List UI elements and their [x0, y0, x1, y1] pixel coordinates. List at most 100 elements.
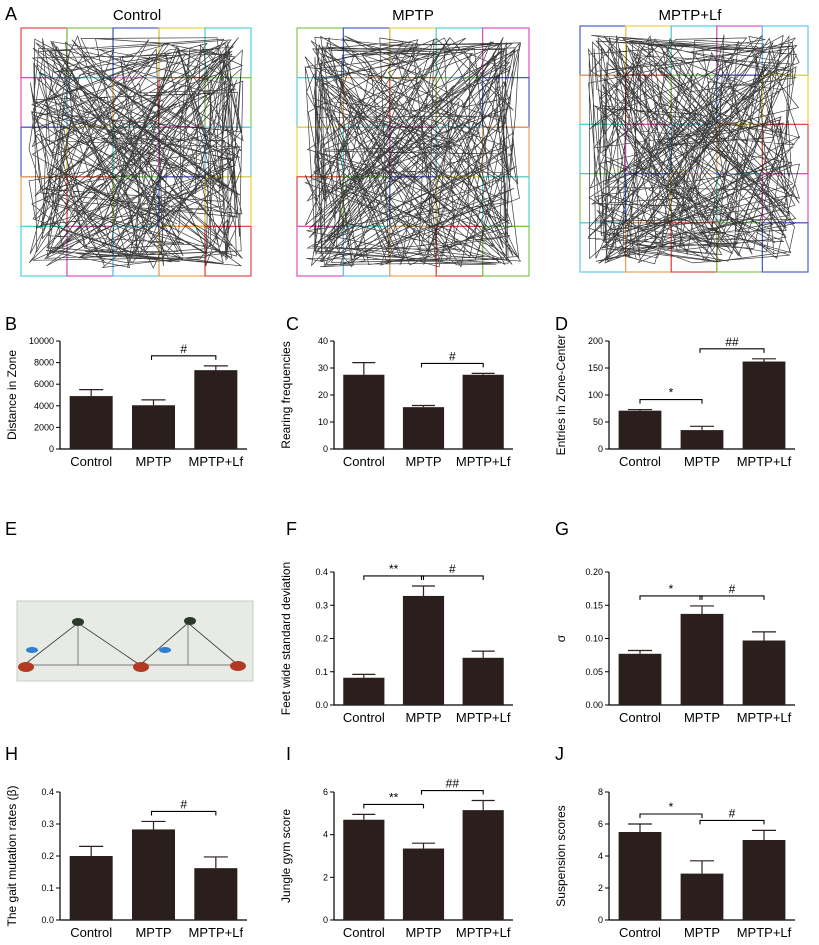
panel-label-g: G — [555, 519, 569, 539]
category-label: Control — [619, 710, 661, 725]
y-tick-label: 150 — [588, 363, 603, 373]
significance-mark: * — [669, 800, 674, 814]
bar-control — [69, 856, 113, 920]
open-field-title-mptp: MPTP — [392, 7, 434, 24]
category-label: MPTP+Lf — [189, 454, 244, 469]
significance-bracket — [363, 803, 425, 809]
y-tick-label: 20 — [318, 390, 328, 400]
category-label: MPTP — [405, 710, 441, 725]
significance-bracket — [699, 819, 765, 825]
category-label: MPTP — [135, 454, 171, 469]
category-label: Control — [343, 710, 385, 725]
y-tick-label: 6000 — [34, 379, 54, 389]
bar-mptp — [402, 407, 445, 449]
significance-bracket — [639, 813, 703, 818]
y-tick-label: 6 — [598, 819, 603, 829]
chart-panel-g: 0.00 0.05 0.10 0.15 0.20 σ Control MPTP MPTP+Lf *… — [554, 567, 795, 725]
arena-grid-cell — [579, 123, 627, 175]
bar-mptp-lf — [742, 640, 786, 705]
panel-label-a: A — [5, 4, 17, 24]
chart-panel-h: 0.0 0.1 0.2 0.3 0.4 The gait mutation rates (… — [5, 786, 247, 940]
y-tick-label: 0 — [598, 915, 603, 925]
significance-mark: # — [449, 349, 456, 363]
chart-panel-i: 0 2 4 6 Jungle gym score Control MPTP MPTP+Lf **… — [279, 777, 513, 940]
hindpaw-print — [18, 662, 34, 672]
chart-panel-c: 0 10 20 30 40 Rearing frequencies Control MPTP M… — [279, 336, 513, 469]
y-tick-label: 2 — [323, 872, 328, 882]
bar-control — [69, 396, 113, 449]
significance-bracket — [699, 595, 765, 600]
panel-label-e: E — [5, 519, 17, 539]
bar-mptp — [680, 873, 724, 920]
significance-mark: ** — [389, 790, 399, 804]
y-tick-label: 0.2 — [315, 634, 328, 644]
y-tick-label: 0.0 — [41, 915, 54, 925]
y-tick-label: 10 — [318, 417, 328, 427]
chart-panel-b: 0 2000 4000 6000 8000 10000 Distance in Zone Co… — [5, 336, 247, 469]
open-field-arena-2 — [579, 25, 809, 273]
y-tick-label: 4 — [323, 830, 328, 840]
y-axis-label: Distance in Zone — [5, 350, 19, 440]
significance-bracket — [420, 789, 484, 795]
bar-mptp-lf — [742, 361, 786, 449]
panel-label-h: H — [5, 744, 18, 764]
significance-mark: # — [449, 562, 456, 576]
bar-mptp — [402, 848, 445, 920]
y-tick-label: 0.00 — [585, 700, 603, 710]
category-label: Control — [343, 454, 385, 469]
bar-mptp-lf — [462, 657, 504, 705]
y-axis-label: Jungle gym score — [279, 809, 293, 903]
y-axis-label: Feet wide standard deviation — [279, 562, 293, 715]
y-tick-label: 0.05 — [585, 667, 603, 677]
chart-panel-f: 0.0 0.1 0.2 0.3 0.4 Feet wide standard deviat… — [279, 562, 513, 725]
significance-bracket — [150, 810, 217, 816]
category-label: MPTP — [405, 925, 441, 940]
category-label: MPTP — [405, 454, 441, 469]
forepaw-print — [159, 647, 171, 653]
y-tick-label: 0.1 — [41, 883, 54, 893]
category-label: MPTP+Lf — [456, 454, 511, 469]
open-field-title-control: Control — [113, 7, 161, 24]
y-tick-label: 6 — [323, 787, 328, 797]
y-axis-label: Entries in Zone-Center — [554, 335, 568, 456]
y-tick-label: 0.4 — [41, 787, 54, 797]
y-tick-label: 0.3 — [41, 819, 54, 829]
y-tick-label: 4000 — [34, 401, 54, 411]
category-label: MPTP+Lf — [456, 925, 511, 940]
panel-label-b: B — [5, 314, 17, 334]
bar-mptp-lf — [462, 374, 504, 449]
y-tick-label: 0.0 — [315, 700, 328, 710]
y-axis-label: Suspension scores — [554, 805, 568, 906]
bar-mptp-lf — [742, 840, 786, 920]
movement-track — [587, 34, 801, 265]
bar-mptp-lf — [462, 810, 504, 920]
paw-mark — [184, 617, 196, 625]
y-axis-label: Rearing frequencies — [279, 341, 293, 448]
hindpaw-print — [133, 662, 149, 672]
bar-mptp-lf — [194, 370, 238, 449]
category-label: MPTP+Lf — [189, 925, 244, 940]
panel-label-i: I — [286, 744, 291, 764]
y-tick-label: 0.3 — [315, 600, 328, 610]
panel-label-f: F — [286, 519, 297, 539]
panel-label-j: J — [555, 744, 564, 764]
y-axis-label: The gait mutation rates (β) — [5, 786, 19, 927]
significance-mark: ** — [389, 562, 399, 576]
y-tick-label: 30 — [318, 363, 328, 373]
bar-control — [343, 677, 385, 705]
significance-mark: * — [669, 386, 674, 400]
y-tick-label: 8 — [598, 787, 603, 797]
category-label: MPTP — [135, 925, 171, 940]
paw-mark — [72, 618, 84, 626]
category-label: Control — [70, 925, 112, 940]
y-tick-label: 0.1 — [315, 667, 328, 677]
category-label: Control — [343, 925, 385, 940]
category-label: MPTP+Lf — [456, 710, 511, 725]
bar-control — [343, 374, 385, 449]
bar-control — [343, 819, 385, 920]
hindpaw-print — [230, 661, 246, 671]
bar-mptp — [131, 829, 176, 920]
y-tick-label: 2 — [598, 883, 603, 893]
significance-mark: # — [180, 797, 187, 811]
